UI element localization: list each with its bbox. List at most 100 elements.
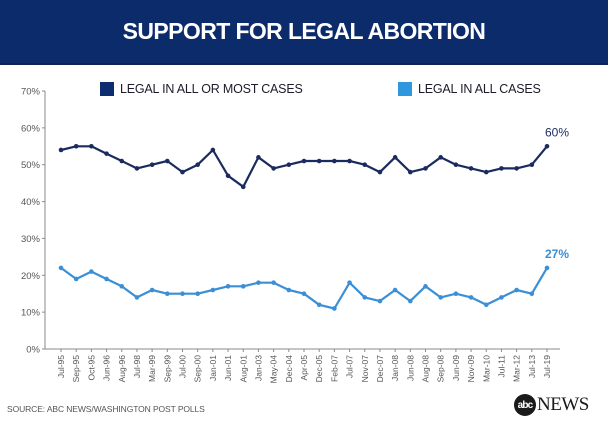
data-point — [499, 295, 504, 300]
series-lines — [60, 145, 548, 310]
data-point — [423, 166, 428, 171]
data-point — [73, 276, 79, 282]
data-point — [301, 291, 307, 297]
x-tick-label: Jul-11 — [496, 355, 506, 378]
data-point — [119, 284, 125, 289]
data-point — [529, 162, 535, 168]
x-tick-label: Mar-99 — [147, 355, 157, 382]
legend-item-all: LEGAL IN ALL CASES — [398, 82, 541, 96]
legend-swatch-dark — [100, 82, 114, 96]
x-tick-label: Jul-07 — [345, 355, 355, 378]
data-point — [499, 166, 504, 171]
x-tick-label: Feb-07 — [329, 355, 339, 382]
data-point — [271, 166, 276, 171]
data-point — [225, 284, 231, 289]
x-tick-label: Sep-08 — [436, 355, 446, 383]
y-axis-ticks: 0% 10% 20% 30% 40% 50% 60% 70% — [21, 87, 45, 356]
end-value-label: 27% — [545, 247, 569, 261]
x-tick-label: Dec-07 — [375, 355, 385, 383]
data-point — [89, 269, 94, 274]
y-tick-label: 40% — [21, 197, 41, 208]
data-point — [408, 298, 413, 304]
data-point — [529, 291, 535, 297]
data-point — [347, 158, 352, 164]
x-tick-label: Aug-96 — [117, 355, 127, 383]
y-tick-label: 70% — [21, 87, 41, 98]
x-tick-label: Mar-12 — [512, 355, 522, 382]
data-point — [362, 162, 368, 168]
series-line-all-or-most — [60, 145, 548, 188]
x-tick-label: Jun-09 — [451, 355, 461, 381]
y-tick-label: 20% — [21, 271, 41, 282]
data-point — [165, 291, 170, 297]
data-point — [377, 298, 383, 304]
x-tick-label: Jul-98 — [132, 355, 142, 378]
data-point — [58, 265, 64, 271]
data-point — [468, 166, 474, 171]
series-points — [58, 143, 550, 311]
data-point — [332, 158, 337, 164]
data-point — [89, 143, 94, 149]
x-tick-label: Dec-04 — [284, 355, 294, 383]
data-point — [438, 155, 443, 160]
y-tick-label: 10% — [21, 308, 41, 319]
data-point — [423, 284, 428, 289]
data-point — [195, 291, 200, 297]
data-point — [225, 173, 231, 179]
abc-logo-icon: abc — [514, 394, 536, 416]
data-point — [271, 280, 276, 285]
data-point — [408, 169, 413, 175]
legend-label: LEGAL IN ALL CASES — [418, 82, 541, 96]
data-point — [514, 166, 519, 171]
x-tick-label: Jul-00 — [178, 355, 188, 378]
data-point — [544, 143, 550, 149]
data-point — [286, 162, 292, 168]
x-tick-label: Jun-96 — [102, 355, 112, 381]
x-tick-label: Nov-07 — [360, 355, 370, 383]
x-tick-label: Mar-10 — [481, 355, 491, 382]
data-point — [134, 166, 140, 171]
data-point — [119, 158, 125, 164]
chart-title: SUPPORT FOR LEGAL ABORTION — [122, 18, 486, 44]
data-point — [210, 287, 216, 293]
data-point — [180, 169, 185, 175]
data-point — [165, 158, 170, 164]
data-point — [332, 306, 337, 311]
data-point — [377, 169, 383, 175]
data-point — [453, 291, 459, 297]
x-tick-label: Sep-99 — [162, 355, 172, 383]
x-tick-label: Aug-01 — [238, 355, 248, 383]
data-point — [286, 287, 292, 293]
x-axis-ticks: Jul-95 Sep-95 Oct-95 Jun-96 Aug-96 Jul-98 Mar-… — [56, 349, 552, 383]
data-point — [468, 295, 474, 300]
x-tick-label: Nov-09 — [466, 355, 476, 383]
y-tick-label: 60% — [21, 123, 41, 134]
x-tick-label: Sep-00 — [193, 355, 203, 383]
data-point — [180, 291, 185, 297]
x-tick-label: Jun-08 — [405, 355, 415, 381]
x-tick-label: Jul-13 — [527, 355, 537, 378]
data-point — [438, 295, 443, 300]
end-value-label: 60% — [545, 125, 569, 139]
series-line-all — [60, 267, 548, 310]
x-tick-label: Jan-03 — [253, 355, 263, 381]
x-tick-label: May-04 — [269, 355, 279, 384]
x-tick-label: Oct-95 — [86, 355, 96, 381]
data-point — [134, 295, 140, 300]
x-tick-label: Apr-05 — [299, 355, 309, 381]
data-point — [544, 265, 550, 271]
news-wordmark: NEWS — [537, 394, 589, 415]
data-point — [58, 147, 64, 153]
data-point — [316, 302, 322, 308]
x-tick-label: Jan-01 — [208, 355, 218, 381]
data-point — [149, 162, 155, 168]
legend-swatch-light — [398, 82, 412, 96]
chart-axes — [44, 91, 560, 350]
x-tick-label: Jul-19 — [542, 355, 552, 378]
x-tick-label: Sep-95 — [71, 355, 81, 383]
chart-legend: LEGAL IN ALL OR MOST CASES LEGAL IN ALL … — [0, 82, 608, 102]
data-point — [453, 162, 459, 168]
abc-news-logo: abc NEWS — [514, 394, 589, 416]
data-point — [256, 280, 261, 285]
